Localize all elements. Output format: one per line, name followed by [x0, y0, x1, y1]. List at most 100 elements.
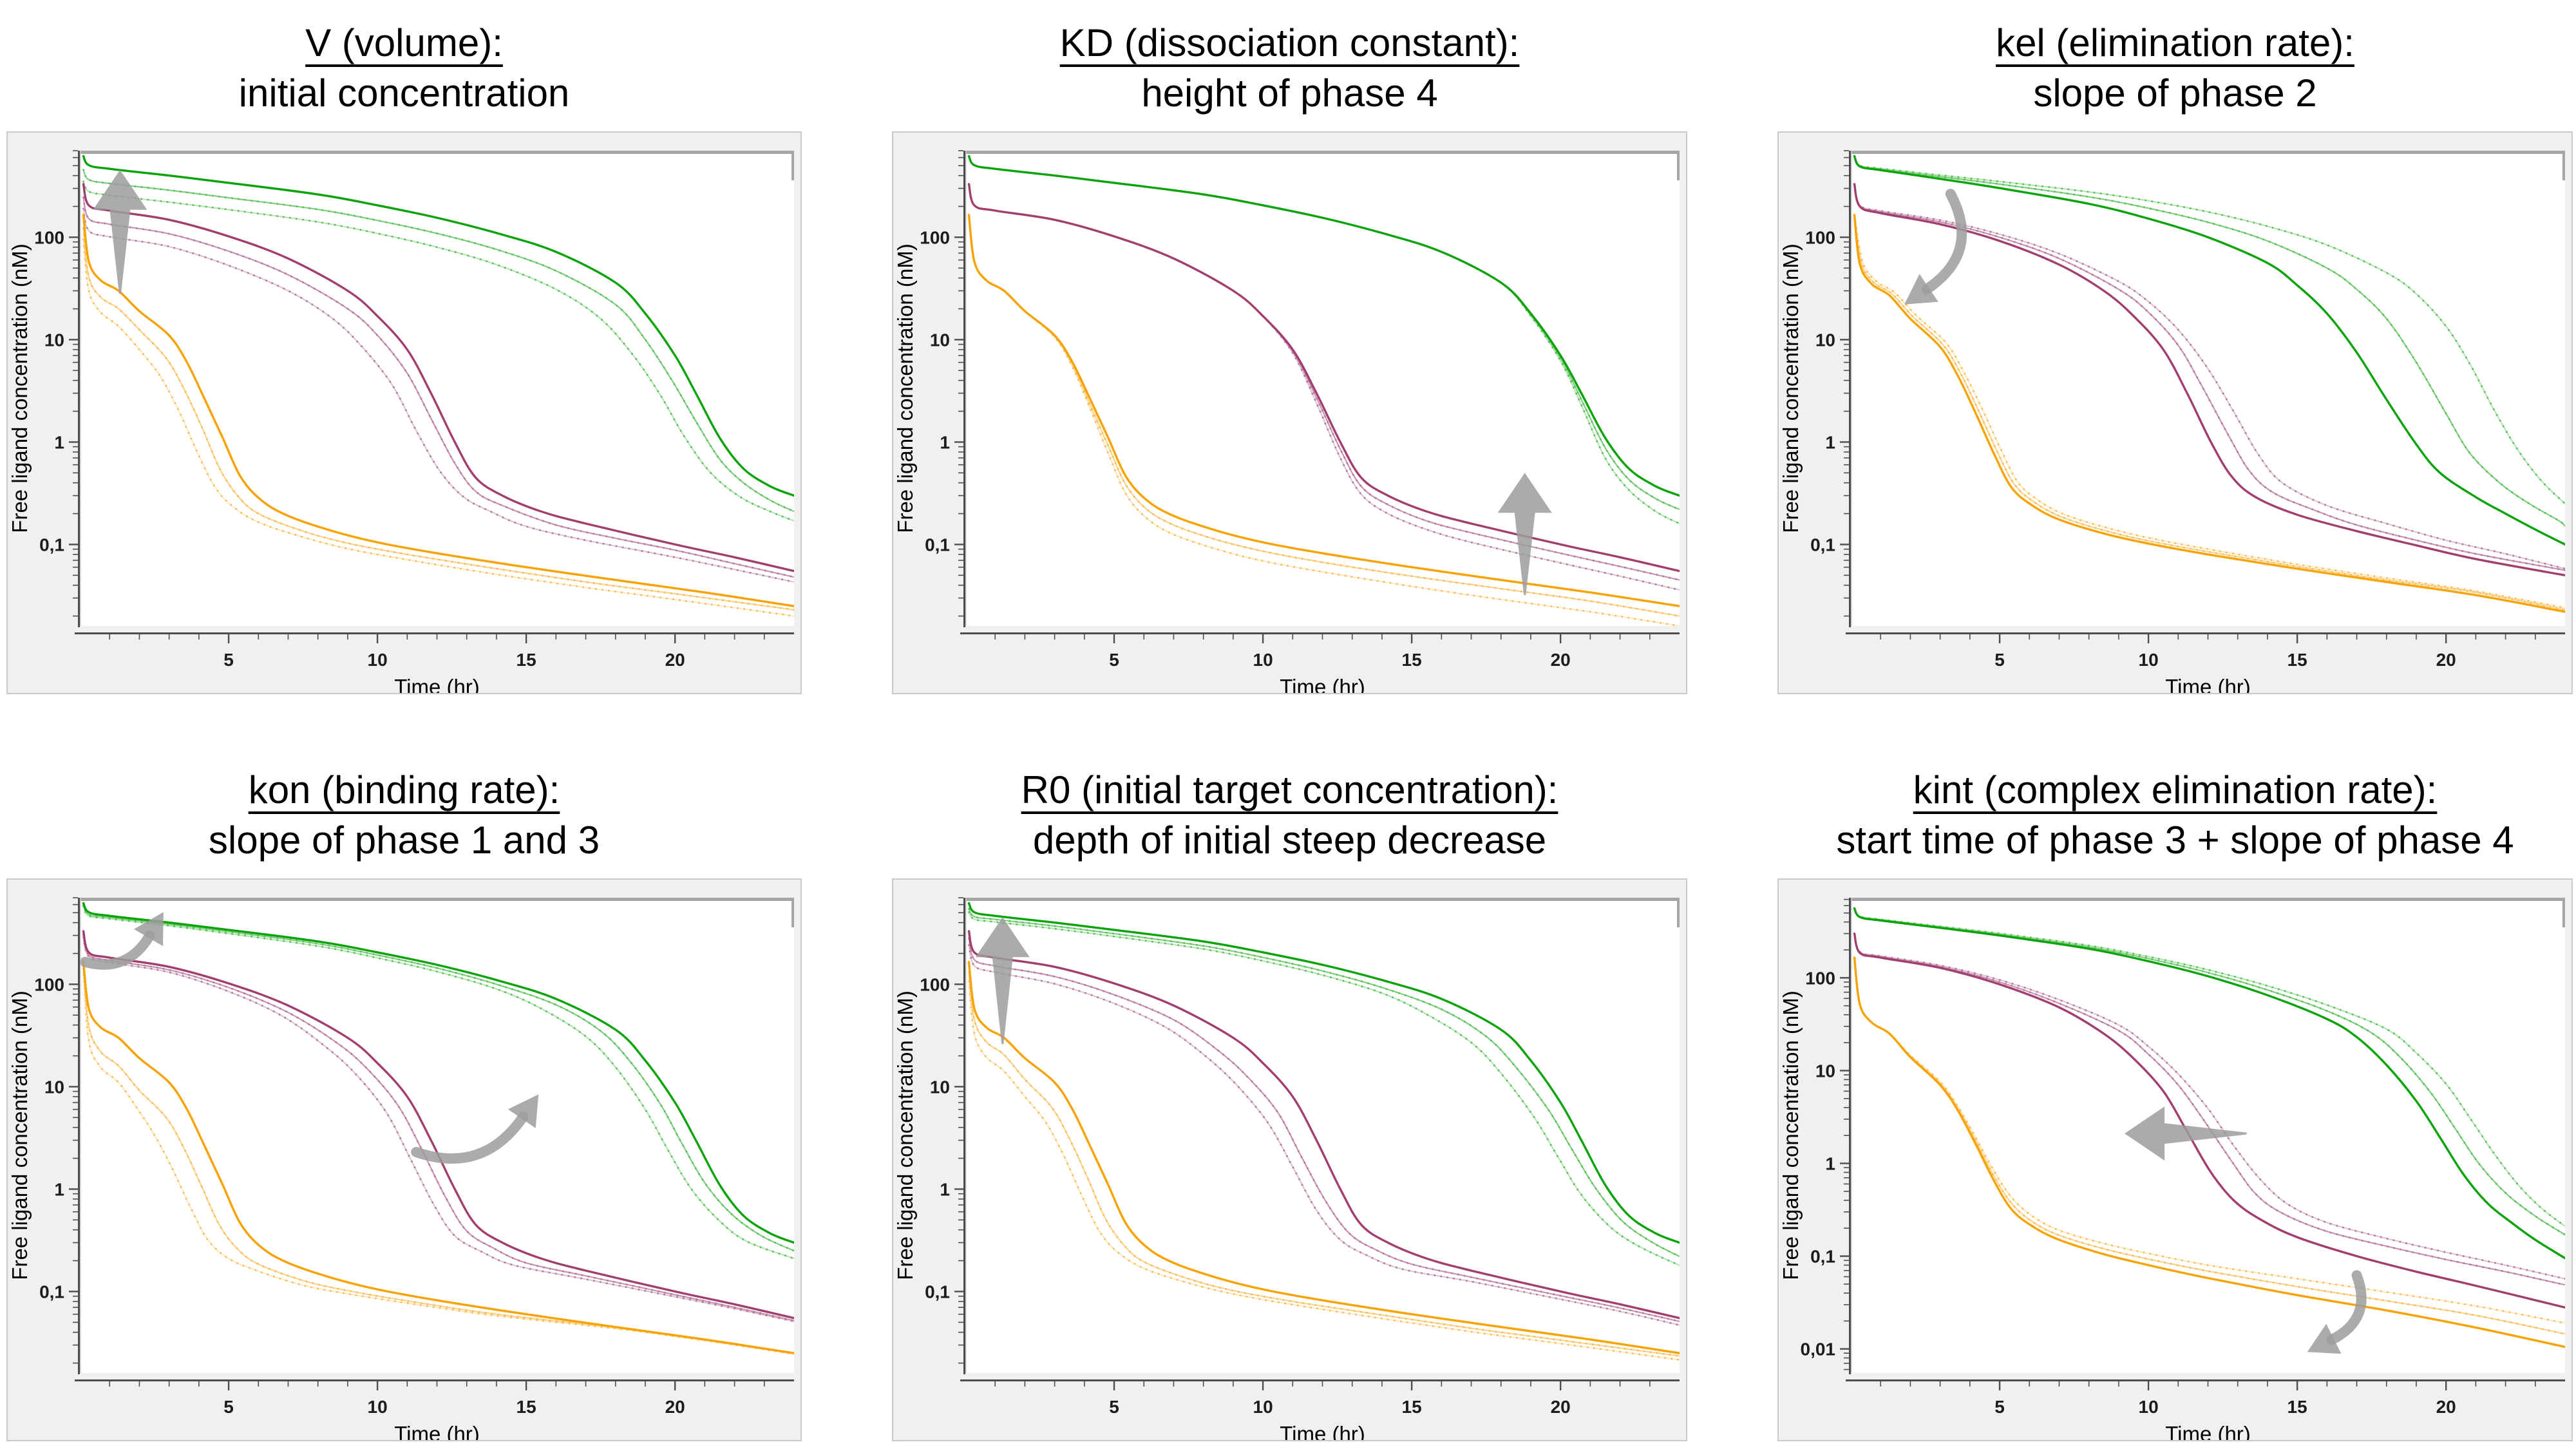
- plot-top-strip: [80, 898, 794, 901]
- series-path-green-solid: [82, 902, 794, 1244]
- x-axis-title: Time (hr): [394, 675, 480, 693]
- plot-corner-strip: [2562, 898, 2565, 927]
- chart-svg: 100 10 1 0,1 5 10 15 20 Free ligand concentratio…: [8, 897, 794, 1440]
- chart-cell-kon: kon (binding rate): slope of phase 1 and…: [6, 752, 802, 1449]
- series-path-orange-solid: [967, 214, 1680, 607]
- y-axis-line: [78, 151, 80, 627]
- series-path-purple-solid: [82, 930, 794, 1320]
- series-dots-orange-variant-1: [968, 971, 1680, 1357]
- series-path-purple-solid: [1853, 932, 2565, 1309]
- y-axis-title: Free ligand concentration (nM): [8, 990, 32, 1280]
- y-tick-label: 100: [34, 227, 64, 247]
- plot-corner-strip: [791, 898, 794, 927]
- series-path-orange-variant-1: [82, 965, 794, 1354]
- y-axis-title: Free ligand concentration (nM): [1779, 243, 1803, 533]
- annotation-arrow-head: [134, 912, 164, 947]
- chart-panel: 100 10 1 0,1 5 10 15 20 Free ligand concentratio…: [6, 878, 802, 1441]
- chart-title: R0 (initial target concentration): depth…: [892, 752, 1687, 878]
- series-group: [82, 155, 794, 618]
- series-path-purple-solid: [82, 183, 794, 573]
- y-tick-label: 1: [54, 432, 64, 452]
- chart-title-parameter: KD (dissociation constant):: [1059, 21, 1520, 64]
- chart-title-effect: height of phase 4: [1141, 71, 1438, 115]
- y-tick-label: 0,01: [1801, 1340, 1836, 1359]
- y-tick-label: 10: [930, 330, 950, 350]
- x-tick-label: 20: [2436, 650, 2456, 670]
- chart-cell-V: V (volume): initial concentration 100 10 1…: [6, 5, 802, 702]
- series-path-orange-solid: [1853, 214, 2565, 613]
- x-tick-label: 5: [1109, 650, 1119, 670]
- series-dots-green-variant-2: [968, 911, 1680, 1267]
- y-axis-shadow: [965, 151, 967, 626]
- x-axis-line: [960, 1379, 1680, 1381]
- series-dots-purple-variant-2: [968, 943, 1680, 1327]
- chart-svg: 100 10 1 0,1 5 10 15 20 Free ligand concentratio…: [893, 897, 1680, 1440]
- chart-cell-KD: KD (dissociation constant): height of ph…: [892, 5, 1687, 702]
- y-axis-shadow: [80, 898, 81, 1373]
- series-path-orange-solid: [1853, 956, 2565, 1349]
- y-axis-line: [963, 898, 965, 1374]
- annotation-arrow: [93, 169, 147, 294]
- chart-title-effect: initial concentration: [238, 71, 570, 115]
- series-group: [1853, 155, 2565, 613]
- y-tick-label: 10: [44, 1077, 64, 1097]
- annotation-arrow-head: [507, 1094, 539, 1128]
- annotation-arrow-shaft: [2326, 1270, 2367, 1345]
- chart-title-parameter: kel (elimination rate):: [1996, 21, 2354, 64]
- series-path-purple-solid: [967, 930, 1680, 1320]
- series-path-green-variant-2: [1853, 155, 2565, 504]
- chart-cell-kel: kel (elimination rate): slope of phase 2…: [1777, 5, 2573, 702]
- x-tick-label: 5: [223, 1397, 234, 1417]
- chart-title: kon (binding rate): slope of phase 1 and…: [6, 752, 802, 878]
- y-axis-line: [963, 151, 965, 627]
- chart-panel: 100 10 1 0,1 5 10 15 20 Free ligand concentratio…: [6, 131, 802, 694]
- annotation-arrow-head: [1904, 274, 1938, 305]
- series-path-green-solid: [1853, 155, 2565, 546]
- annotation-arrow-shaft: [80, 930, 155, 970]
- series-dots-purple-variant-1: [82, 196, 794, 578]
- y-tick-label: 10: [930, 1077, 950, 1097]
- chart-title-effect: slope of phase 1 and 3: [208, 819, 600, 862]
- y-axis-title: Free ligand concentration (nM): [8, 243, 32, 533]
- x-tick-label: 10: [368, 650, 388, 670]
- series-path-purple-variant-2: [82, 208, 794, 583]
- series-group: [1853, 907, 2565, 1349]
- series-path-purple-variant-2: [1853, 933, 2565, 1280]
- chart-title-effect: depth of initial steep decrease: [1032, 819, 1547, 862]
- x-axis-title: Time (hr): [2165, 675, 2251, 693]
- y-tick-label: 0,1: [39, 1282, 64, 1302]
- y-tick-label: 0,1: [1810, 1247, 1835, 1267]
- y-tick-label: 0,1: [39, 535, 64, 554]
- y-tick-label: 0,1: [1810, 535, 1835, 554]
- series-path-orange-variant-2: [82, 969, 794, 1355]
- annotation-arrow-shaft: [411, 1111, 529, 1164]
- y-axis-title: Free ligand concentration (nM): [893, 243, 917, 533]
- x-tick-label: 10: [2139, 650, 2159, 670]
- series-path-orange-variant-2: [1853, 214, 2565, 609]
- plot-area: [965, 151, 1680, 626]
- chart-svg: 100 10 1 0,1 5 10 15 20 Free ligand concentratio…: [8, 150, 794, 693]
- series-dots-purple-variant-1: [1853, 183, 2565, 571]
- x-tick-label: 15: [1402, 650, 1422, 670]
- chart-panel: 100 10 1 0,1 5 10 15 20 Free ligand concentratio…: [892, 131, 1687, 694]
- y-axis-shadow: [1851, 151, 1852, 626]
- y-axis-title: Free ligand concentration (nM): [1779, 990, 1803, 1280]
- x-axis-title: Time (hr): [2165, 1422, 2251, 1440]
- x-axis-title: Time (hr): [1280, 1422, 1365, 1440]
- plot-corner-strip: [1677, 898, 1680, 927]
- series-dots-green-variant-1: [1853, 155, 2565, 527]
- x-tick-label: 5: [1109, 1397, 1119, 1417]
- series-dots-orange-variant-1: [82, 227, 794, 611]
- series-dots-green-variant-1: [82, 169, 794, 513]
- chart-panel: 100 10 1 0,1 0,01 5 10 15 20 Free ligand concentr…: [1777, 878, 2573, 1441]
- y-tick-label: 100: [920, 227, 950, 247]
- y-tick-label: 1: [54, 1179, 64, 1199]
- plot-corner-strip: [1677, 151, 1680, 180]
- annotation-arrow: [975, 917, 1030, 1045]
- y-tick-label: 0,1: [925, 1282, 950, 1302]
- series-path-purple-solid: [1853, 183, 2565, 576]
- x-tick-label: 15: [2287, 650, 2307, 670]
- series-dots-green-variant-2: [82, 905, 794, 1260]
- series-dots-green-variant-2: [82, 180, 794, 522]
- y-tick-label: 1: [1825, 1153, 1835, 1173]
